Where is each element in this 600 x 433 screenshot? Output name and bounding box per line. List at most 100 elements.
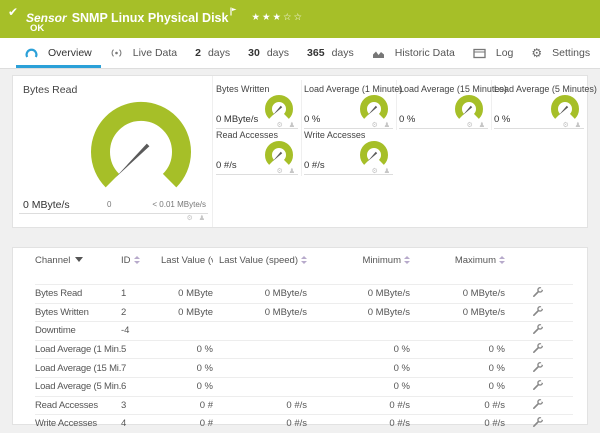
tab-label: Historic Data bbox=[394, 47, 455, 59]
column-header-id[interactable]: ID bbox=[121, 255, 161, 267]
minimum-value: 0 #/s bbox=[389, 418, 410, 430]
channel-settings-icons[interactable]: ⚙ ♟ bbox=[371, 168, 392, 175]
table-row: Bytes Written 2 0 MByte 0 MByte/s 0 MByt… bbox=[35, 302, 573, 322]
divider bbox=[216, 128, 298, 129]
gear-icon: ⚙ bbox=[531, 46, 543, 60]
edit-channel-wrench-icon[interactable] bbox=[532, 286, 545, 301]
last-value-volume: 0 MByte bbox=[178, 288, 213, 300]
channel-settings-icons[interactable]: ⚙ ♟ bbox=[466, 122, 487, 129]
minimum-value: 0 % bbox=[393, 362, 410, 374]
gauge-cell-read-accesses: Read Accesses 0 #/s ⚙ ♟ bbox=[214, 126, 302, 176]
channel-id: 6 bbox=[121, 381, 127, 393]
tab-2-days[interactable]: 2 days bbox=[195, 47, 231, 59]
column-header-minimum[interactable]: Minimum bbox=[307, 255, 410, 267]
tab-label: Log bbox=[495, 47, 514, 59]
channel-name: Write Accesses bbox=[35, 418, 97, 430]
tab-label: Live Data bbox=[132, 47, 178, 59]
historic-chart-icon bbox=[372, 48, 385, 59]
tab-live-data[interactable]: Live Data bbox=[101, 38, 186, 68]
minimum-value: 0 MByte/s bbox=[367, 288, 410, 300]
gauge-label: Load Average (1 Minute) bbox=[304, 84, 403, 94]
tab-label: days bbox=[207, 47, 231, 59]
sensor-header: ✔ Sensor SNMP Linux Physical Disk ★★★☆☆ OK bbox=[0, 0, 600, 38]
tab-overview[interactable]: Overview bbox=[16, 38, 101, 68]
last-value-volume: 0 % bbox=[196, 362, 213, 374]
column-header-last-speed[interactable]: Last Value (speed) bbox=[213, 255, 307, 267]
divider bbox=[216, 174, 298, 175]
gauge-label: Read Accesses bbox=[216, 130, 279, 140]
main-gauge-min-label: 0 bbox=[107, 200, 112, 209]
tab-30-days[interactable]: 30 days bbox=[248, 47, 290, 59]
channel-id: -4 bbox=[121, 325, 130, 337]
minimum-value: 0 % bbox=[393, 344, 410, 356]
last-value-volume: 0 # bbox=[199, 418, 213, 430]
table-header-row: Channel ID Last Value (volume) Last Valu… bbox=[35, 248, 573, 284]
column-header-maximum[interactable]: Maximum bbox=[410, 255, 505, 267]
tab-365-days[interactable]: 365 days bbox=[307, 47, 354, 59]
channel-settings-icons[interactable]: ⚙ ♟ bbox=[186, 215, 207, 222]
channel-id: 1 bbox=[121, 288, 127, 300]
tab-historic-data[interactable]: Historic Data bbox=[363, 38, 464, 68]
edit-channel-wrench-icon[interactable] bbox=[532, 398, 545, 413]
small-gauge bbox=[265, 95, 293, 119]
edit-channel-wrench-icon[interactable] bbox=[532, 323, 545, 338]
channel-id: 7 bbox=[121, 362, 127, 374]
gauge-cell-load-15min: Load Average (15 Minutes) 0 % ⚙ ♟ bbox=[397, 80, 507, 130]
tab-log[interactable]: Log bbox=[464, 38, 523, 68]
channel-settings-icons[interactable]: ⚙ ♟ bbox=[276, 168, 297, 175]
gauge-label: Write Accesses bbox=[304, 130, 366, 140]
last-value-volume: 0 MByte bbox=[178, 306, 213, 318]
gauge-label: Load Average (5 Minutes) bbox=[494, 84, 597, 94]
edit-channel-wrench-icon[interactable] bbox=[532, 342, 545, 357]
maximum-value: 0 % bbox=[488, 362, 505, 374]
last-value-volume: 0 % bbox=[196, 344, 213, 356]
main-gauge-cell: Bytes Read 0 MByte/s 0 < 0.01 MByte/s ⚙ … bbox=[13, 76, 213, 227]
status-badge: OK bbox=[30, 23, 45, 34]
small-gauge bbox=[455, 95, 483, 119]
edit-channel-wrench-icon[interactable] bbox=[532, 305, 545, 320]
minimum-value: 0 % bbox=[393, 381, 410, 393]
gauge-icon bbox=[25, 48, 38, 59]
last-value-speed: 0 MByte/s bbox=[264, 288, 307, 300]
channel-settings-icons[interactable]: ⚙ ♟ bbox=[562, 122, 583, 129]
channel-name: Load Average (1 Min... bbox=[35, 344, 121, 356]
table-row: Load Average (15 Mi... 7 0 % 0 % 0 % bbox=[35, 358, 573, 377]
tab-label: days bbox=[331, 47, 354, 59]
last-value-speed: 0 MByte/s bbox=[264, 306, 307, 318]
gauge-value: 0 % bbox=[399, 114, 416, 125]
log-window-icon bbox=[473, 48, 486, 59]
gauge-value: 0 #/s bbox=[216, 160, 237, 171]
edit-channel-wrench-icon[interactable] bbox=[532, 416, 545, 431]
gauge-label: Load Average (15 Minutes) bbox=[399, 84, 507, 94]
channel-id: 4 bbox=[121, 418, 127, 430]
channel-name: Read Accesses bbox=[35, 399, 98, 411]
edit-channel-wrench-icon[interactable] bbox=[532, 379, 545, 394]
sort-icon bbox=[404, 256, 410, 264]
divider bbox=[304, 128, 393, 129]
last-value-volume: 0 % bbox=[196, 381, 213, 393]
priority-stars[interactable]: ★★★☆☆ bbox=[251, 12, 305, 23]
gauge-value: 0 % bbox=[494, 114, 511, 125]
minimum-value: 0 MByte/s bbox=[367, 306, 410, 318]
gauge-cell-bytes-written: Bytes Written 0 MByte/s ⚙ ♟ bbox=[214, 80, 302, 130]
maximum-value: 0 #/s bbox=[484, 399, 505, 411]
edit-channel-wrench-icon[interactable] bbox=[532, 361, 545, 376]
column-header-channel[interactable]: Channel bbox=[35, 255, 121, 267]
main-gauge-value: 0 MByte/s bbox=[23, 199, 70, 211]
channels-table: Channel ID Last Value (volume) Last Valu… bbox=[35, 248, 573, 433]
tab-label: Settings bbox=[552, 47, 591, 59]
channel-name: Load Average (15 Mi... bbox=[35, 362, 121, 374]
channel-settings-icons[interactable]: ⚙ ♟ bbox=[371, 122, 392, 129]
main-gauge bbox=[91, 102, 191, 188]
small-gauge bbox=[265, 141, 293, 165]
status-ok-check-icon: ✔ bbox=[8, 5, 19, 19]
tab-settings[interactable]: ⚙ Settings bbox=[522, 38, 599, 68]
channel-settings-icons[interactable]: ⚙ ♟ bbox=[276, 122, 297, 129]
small-gauge bbox=[551, 95, 579, 119]
column-header-last-volume[interactable]: Last Value (volume) bbox=[161, 255, 213, 267]
gauge-label: Bytes Written bbox=[216, 84, 270, 94]
main-gauge-max-label: < 0.01 MByte/s bbox=[152, 200, 206, 209]
divider bbox=[494, 128, 584, 129]
gauge-value: 0 % bbox=[304, 114, 321, 125]
